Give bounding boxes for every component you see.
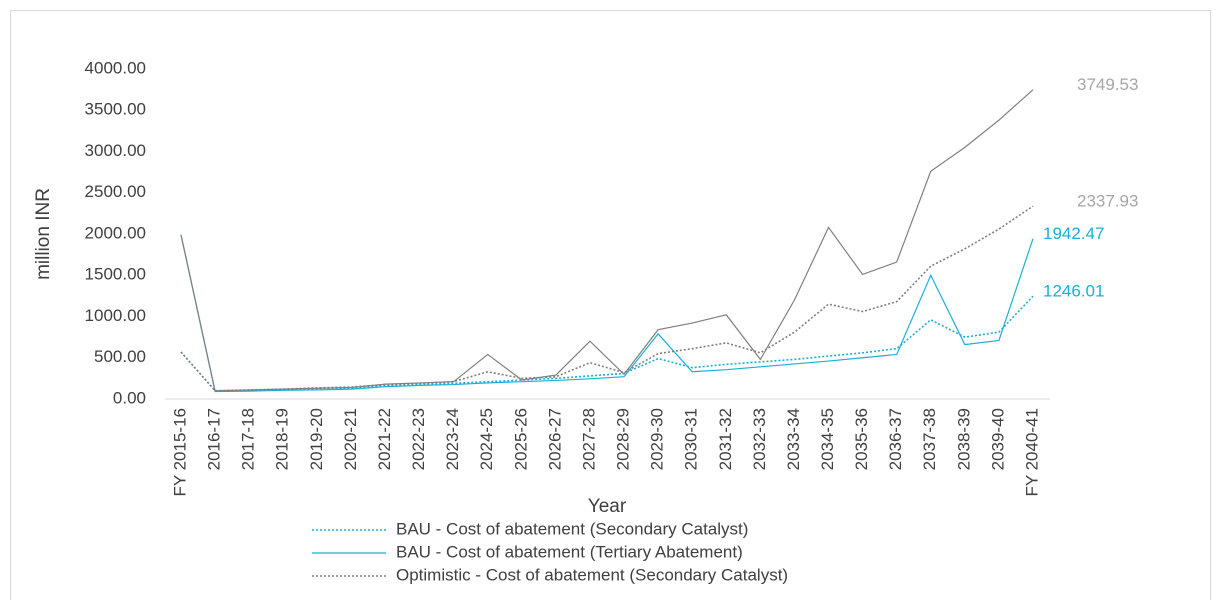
x-tick-label: 2024-25 (477, 408, 496, 470)
y-tick-label: 0.00 (113, 388, 146, 407)
data-label: 1942.47 (1043, 224, 1104, 243)
x-tick-label: 2029-30 (648, 408, 667, 470)
y-tick-label: 1000.00 (85, 306, 146, 325)
x-tick-label: 2032-33 (750, 408, 769, 470)
series-line (180, 89, 1034, 392)
data-label: 3749.53 (1077, 75, 1138, 94)
y-axis-label: million INR (33, 188, 54, 280)
x-tick-label: 2018-19 (273, 408, 292, 470)
series-line (180, 205, 1034, 392)
x-tick-label: 2028-29 (614, 408, 633, 470)
x-tick-label: 2037-38 (920, 408, 939, 470)
x-tick-label: 2031-32 (716, 408, 735, 470)
x-axis-label: Year (588, 496, 627, 517)
x-tick-label: 2019-20 (307, 408, 326, 470)
series-line (180, 295, 1034, 392)
x-tick-label: FY 2040-41 (1022, 408, 1041, 497)
x-tick-label: 2026-27 (545, 408, 564, 470)
y-tick-label: 3000.00 (85, 141, 146, 160)
x-tick-label: 2017-18 (239, 408, 258, 470)
y-tick-label: 3500.00 (85, 100, 146, 119)
y-tick-label: 2500.00 (85, 182, 146, 201)
x-tick-label: 2023-24 (443, 408, 462, 470)
data-label: 1246.01 (1043, 282, 1104, 301)
legend-label: BAU - Cost of abatement (Secondary Catal… (396, 519, 748, 538)
x-tick-label: 2038-39 (954, 408, 973, 470)
x-tick-label: 2033-34 (784, 408, 803, 470)
x-tick-label: 2016-17 (205, 408, 224, 470)
legend-label: BAU - Cost of abatement (Tertiary Abatem… (396, 542, 743, 561)
x-tick-label: 2030-31 (682, 408, 701, 470)
x-tick-label: 2027-28 (579, 408, 598, 470)
x-tick-label: 2035-36 (852, 408, 871, 470)
x-tick-label: 2021-22 (375, 408, 394, 470)
x-tick-label: 2020-21 (341, 408, 360, 470)
legend-label: Optimistic - Cost of abatement (Secondar… (396, 565, 788, 584)
y-tick-label: 4000.00 (85, 58, 146, 77)
x-tick-label: 2039-40 (988, 408, 1007, 470)
y-tick-label: 1500.00 (85, 265, 146, 284)
x-tick-label: 2036-37 (886, 408, 905, 470)
x-tick-label: FY 2015-16 (170, 408, 189, 497)
x-tick-label: 2025-26 (511, 408, 530, 470)
series-line (180, 234, 1034, 393)
x-tick-label: 2034-35 (818, 408, 837, 470)
data-label: 2337.93 (1077, 192, 1138, 211)
x-tick-label: 2022-23 (409, 408, 428, 470)
y-tick-label: 500.00 (94, 347, 146, 366)
chart-frame (10, 10, 1211, 600)
y-tick-label: 2000.00 (85, 223, 146, 242)
